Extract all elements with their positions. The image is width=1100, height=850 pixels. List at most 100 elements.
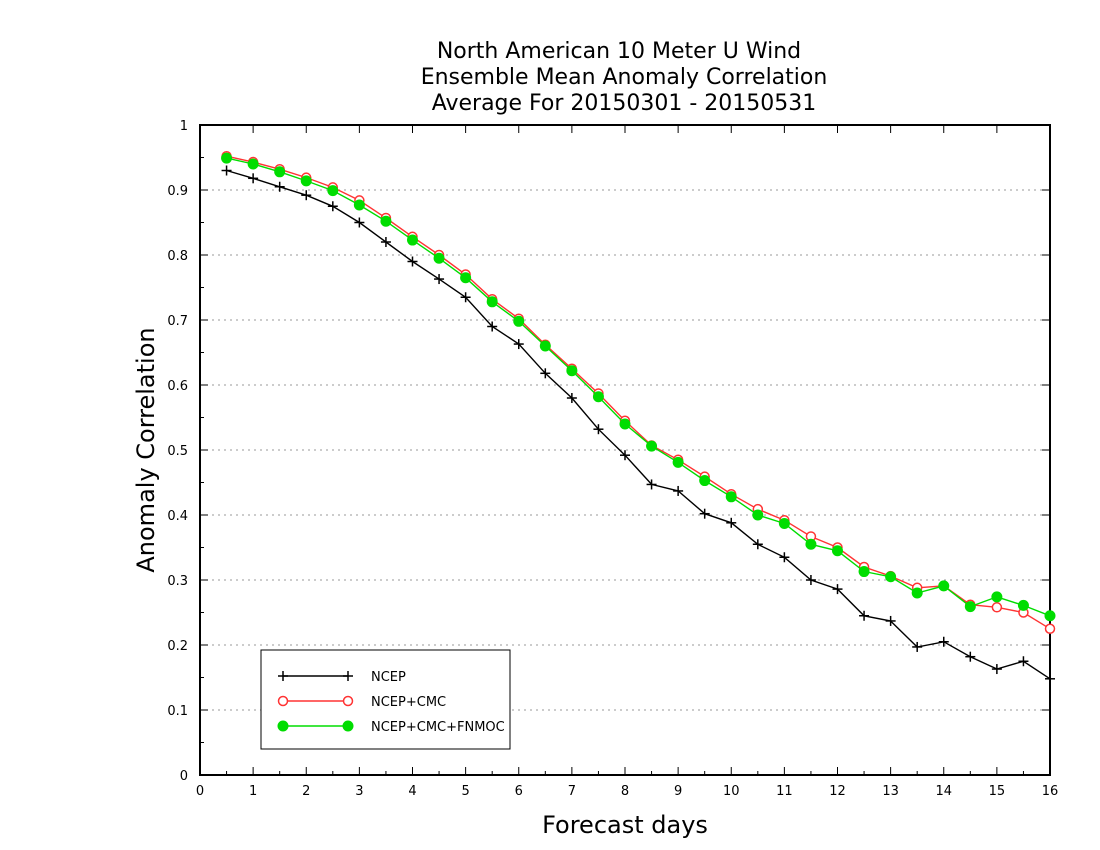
data-point [752, 509, 764, 521]
data-point [726, 517, 737, 528]
data-point [1017, 599, 1029, 611]
data-point [646, 440, 658, 452]
data-point [964, 601, 976, 613]
data-point [673, 485, 684, 496]
legend-marker [277, 720, 289, 732]
x-tick-label: 1 [249, 784, 257, 799]
legend-marker [342, 720, 354, 732]
data-point [1045, 673, 1055, 684]
y-tick-label: 0.1 [167, 704, 188, 719]
data-point [274, 181, 285, 192]
chart-title-line-3: Average For 20150301 - 20150531 [432, 91, 817, 116]
data-point [699, 508, 710, 519]
y-tick-label: 0.5 [167, 444, 188, 459]
data-point [672, 456, 684, 468]
x-tick-label: 12 [829, 784, 846, 799]
data-point [460, 272, 472, 284]
data-point [539, 340, 551, 352]
legend-marker [277, 695, 289, 707]
legend-label: NCEP+CMC [371, 695, 446, 710]
y-axis: 0 0.1 0.2 0.3 0.4 0.5 0.6 0.7 0.8 0.9 1 [167, 119, 1050, 784]
chart-title-line-2: Ensemble Mean Anomaly Correlation [421, 65, 828, 90]
data-point [486, 296, 498, 308]
x-axis: 0 1 2 3 4 5 6 7 8 9 10 11 12 13 14 15 16 [196, 125, 1058, 799]
legend-marker [278, 671, 288, 681]
x-tick-label: 5 [461, 784, 469, 799]
data-point [938, 580, 950, 592]
chart-title-line-1: North American 10 Meter U Wind [437, 39, 801, 64]
data-point [965, 651, 976, 662]
data-point [407, 234, 418, 246]
legend-marker [342, 695, 354, 707]
data-point [353, 199, 365, 211]
data-point [592, 391, 604, 403]
legend-label: NCEP [371, 670, 406, 685]
data-point [832, 545, 843, 557]
series-line [226, 157, 1051, 617]
y-tick-label: 0.6 [167, 379, 188, 394]
data-point [725, 491, 737, 503]
data-point [247, 158, 259, 170]
data-point [434, 274, 445, 285]
legend-item: NCEP+CMC+FNMOC [277, 720, 505, 735]
data-point [912, 641, 923, 652]
legend-item: NCEP [278, 670, 406, 685]
data-point [487, 321, 498, 332]
y-tick-label: 0.9 [167, 184, 188, 199]
data-point [805, 575, 816, 585]
x-tick-label: 16 [1042, 784, 1059, 799]
data-point [619, 418, 631, 430]
data-point [991, 602, 1003, 613]
y-tick-label: 0.2 [167, 639, 188, 654]
data-point [221, 165, 232, 176]
x-tick-label: 11 [776, 784, 793, 799]
y-tick-label: 1 [180, 119, 188, 134]
x-tick-label: 10 [723, 784, 740, 799]
data-point [513, 315, 525, 327]
data-point [566, 393, 577, 403]
x-tick-label: 6 [515, 784, 523, 799]
data-point [859, 610, 870, 621]
data-point [805, 538, 817, 550]
y-tick-label: 0.8 [167, 249, 188, 264]
data-point [327, 201, 338, 212]
series-line [226, 169, 1051, 680]
legend-box [260, 649, 511, 750]
data-point [858, 566, 870, 578]
y-tick-label: 0.7 [167, 314, 188, 329]
y-tick-label: 0 [180, 769, 188, 784]
data-point [779, 552, 790, 563]
y-tick-label: 0.4 [167, 509, 188, 524]
data-point [938, 636, 949, 647]
data-point [380, 237, 391, 247]
data-point [248, 173, 259, 184]
legend-item: NCEP+CMC [277, 695, 446, 710]
data-point [1044, 610, 1056, 622]
y-axis-label: Anomaly Correlation [132, 327, 160, 572]
data-point [991, 664, 1002, 675]
x-tick-label: 7 [568, 784, 576, 799]
data-point [620, 450, 630, 461]
data-point [540, 368, 551, 379]
legend-marker [343, 671, 353, 681]
gridlines [200, 189, 1050, 711]
data-point [778, 517, 790, 529]
x-tick-label: 13 [882, 784, 899, 799]
chart-title: North American 10 Meter U Wind Ensemble … [421, 39, 828, 116]
data-point [566, 365, 578, 377]
data-point [646, 479, 657, 490]
data-point [407, 256, 418, 267]
data-point [885, 615, 896, 626]
legend-label: NCEP+CMC+FNMOC [371, 720, 505, 735]
series-ncep-cmc [221, 150, 1056, 634]
data-point [911, 587, 923, 599]
data-point [699, 475, 711, 487]
data-point [433, 252, 445, 264]
x-tick-label: 8 [621, 784, 629, 799]
data-point [327, 185, 339, 197]
data-point [885, 571, 897, 583]
x-tick-label: 0 [196, 784, 204, 799]
data-point [593, 424, 604, 435]
x-tick-label: 9 [674, 784, 682, 799]
